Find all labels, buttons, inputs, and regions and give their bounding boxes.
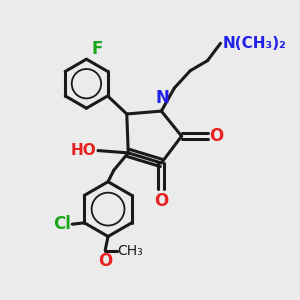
Text: F: F	[91, 40, 102, 58]
Text: O: O	[154, 192, 169, 210]
Text: O: O	[98, 252, 112, 270]
Text: N: N	[156, 89, 170, 107]
Text: Cl: Cl	[53, 215, 71, 233]
Text: CH₃: CH₃	[117, 244, 143, 259]
Text: O: O	[209, 127, 224, 145]
Text: HO: HO	[70, 143, 96, 158]
Text: N(CH₃)₂: N(CH₃)₂	[222, 36, 286, 51]
